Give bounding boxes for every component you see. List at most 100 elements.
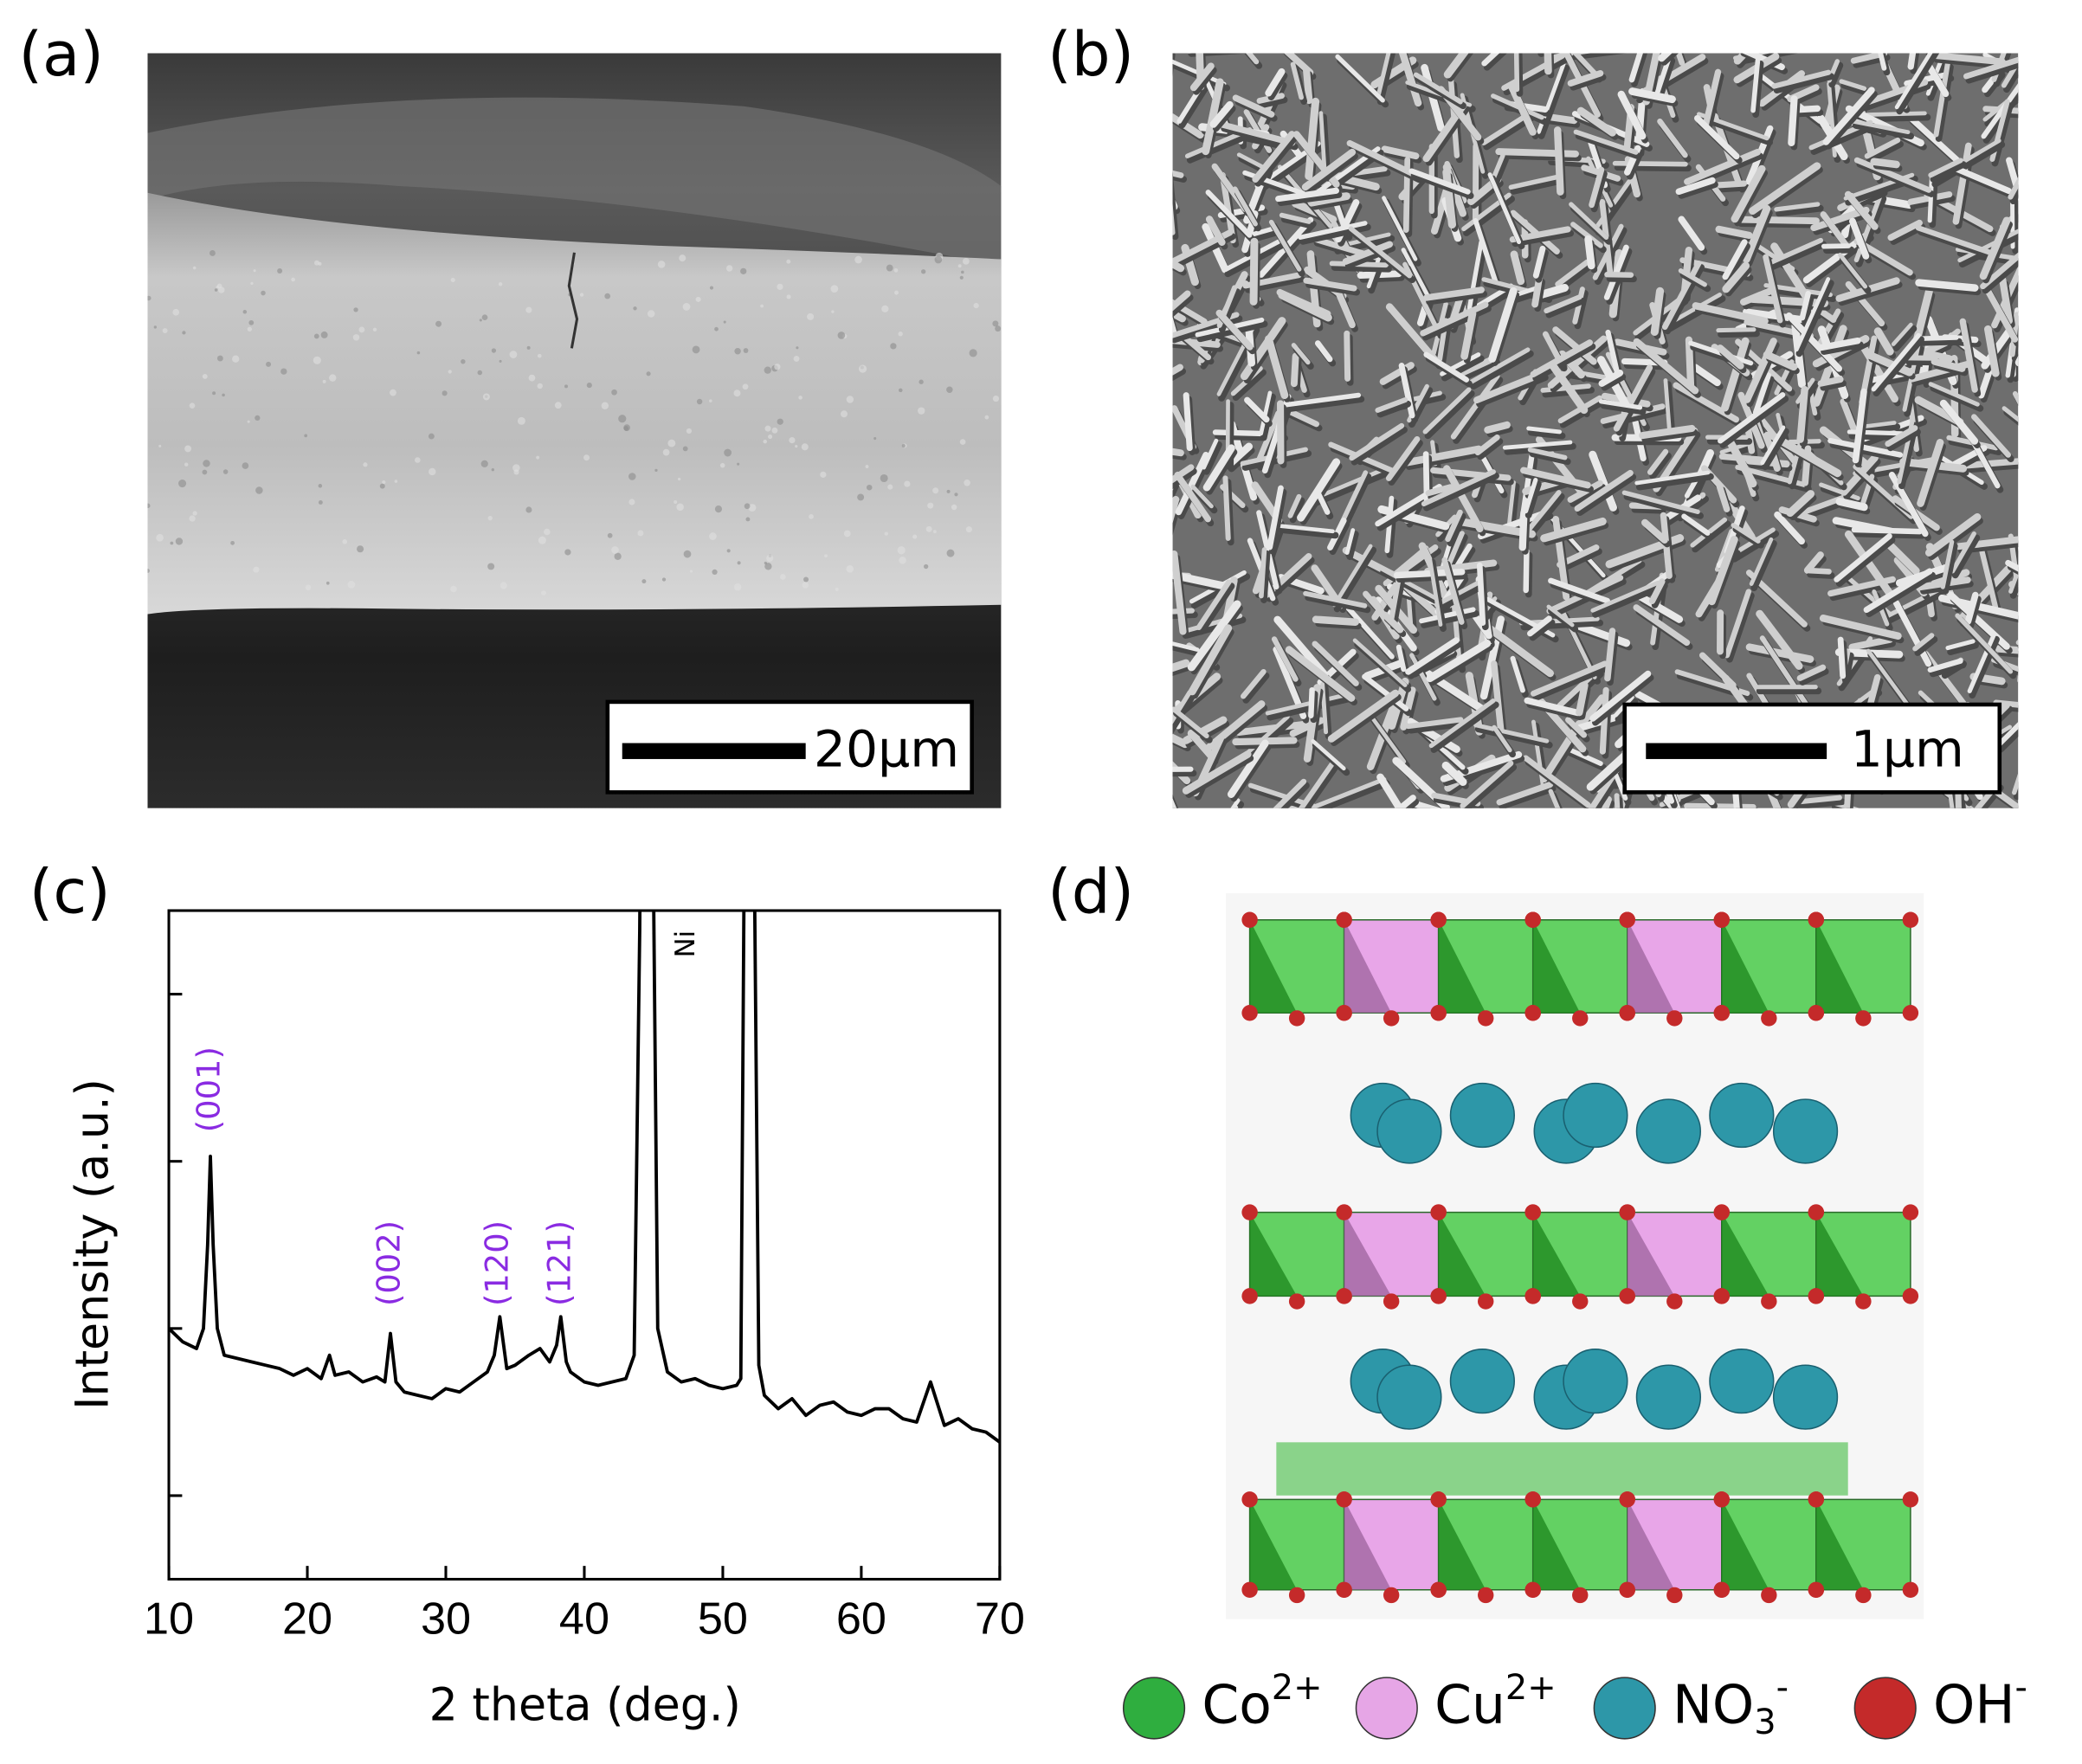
flake-shadow — [1601, 373, 1627, 391]
flake — [1312, 615, 1359, 626]
flake — [1576, 106, 1616, 137]
flake — [1838, 253, 1868, 289]
flake — [1540, 517, 1607, 543]
flake — [1724, 589, 1752, 659]
flake — [1839, 79, 1867, 91]
flake — [1473, 218, 1499, 286]
flake — [1172, 495, 1180, 524]
flake — [1523, 477, 1538, 514]
texture — [809, 513, 814, 519]
flake — [1506, 480, 1516, 532]
flake-shadow — [1515, 53, 1524, 97]
flake — [1928, 382, 1980, 407]
texture — [487, 515, 493, 521]
texture — [618, 415, 627, 423]
oxygen — [1619, 1204, 1635, 1220]
flake-shadow — [1260, 550, 1271, 603]
flake — [1381, 611, 1404, 634]
texture — [313, 356, 321, 364]
flake-shadow — [1172, 692, 1196, 735]
flake-shadow — [1813, 210, 1873, 235]
texture — [768, 434, 773, 440]
texture — [873, 436, 877, 441]
flake — [1536, 283, 1569, 299]
flake — [1999, 276, 2014, 325]
flake — [1254, 410, 1281, 467]
oxygen — [1855, 1293, 1872, 1310]
scale-label: 20μm — [814, 719, 959, 778]
flake — [1621, 490, 1700, 514]
oxygen — [1619, 911, 1635, 928]
flake-shadow — [1295, 813, 1342, 827]
flake — [1879, 818, 1910, 827]
texture — [887, 484, 893, 490]
sem-image-b — [1172, 53, 2031, 838]
flake — [1749, 537, 1774, 586]
flake-shadow — [1951, 534, 1981, 579]
flake-shadow — [1407, 720, 1467, 734]
flake — [1864, 137, 1901, 159]
flake — [1348, 226, 1413, 279]
flake-shadow — [1241, 450, 1312, 471]
flake-shadow — [2027, 466, 2031, 498]
flake — [1352, 638, 1408, 687]
flake-shadow — [1820, 380, 1847, 391]
flake — [1576, 681, 1589, 717]
flake — [1915, 279, 1979, 292]
nitrate — [1635, 1098, 1702, 1164]
flake-shadow — [1230, 812, 1238, 838]
texture — [247, 326, 252, 332]
legend-sup: - — [1776, 1667, 1789, 1707]
flake-shadow — [1389, 574, 1406, 630]
texture — [480, 460, 488, 467]
octahedron-face — [1438, 1499, 1486, 1590]
oxygen — [1288, 1587, 1305, 1604]
flake — [1928, 158, 1963, 178]
texture — [216, 283, 222, 289]
flake — [1750, 57, 1761, 113]
flake — [1442, 168, 1456, 229]
texture — [481, 314, 488, 321]
flake-shadow — [1651, 582, 1668, 608]
texture — [831, 310, 835, 313]
flake — [1950, 531, 1976, 574]
flake — [1760, 425, 1786, 466]
flake — [1349, 422, 1405, 461]
flake — [1526, 426, 1563, 435]
flake — [1633, 604, 1691, 647]
texture — [416, 351, 421, 355]
flake — [1332, 544, 1373, 608]
flake — [1731, 523, 1761, 544]
flake-shadow — [1631, 505, 1666, 514]
texture — [992, 320, 999, 327]
panel-label: (d) — [1047, 856, 1134, 928]
texture — [499, 359, 502, 363]
texture — [992, 395, 1000, 402]
flake-shadow — [1172, 341, 1224, 352]
flake — [1481, 53, 1500, 67]
flake — [1524, 697, 1582, 717]
oxygen — [1855, 1587, 1872, 1604]
texture — [743, 348, 749, 353]
flake — [1382, 196, 1418, 261]
texture — [583, 454, 590, 461]
flake-shadow — [1931, 141, 2006, 188]
flake — [1172, 798, 1177, 808]
oxygen — [1713, 911, 1731, 928]
flake — [1362, 673, 1409, 711]
texture — [893, 267, 899, 273]
flake — [1484, 421, 1511, 434]
flake — [1303, 590, 1368, 608]
flake — [1520, 467, 1591, 489]
texture — [347, 581, 356, 589]
flake-shadow — [1660, 53, 1679, 66]
flake — [1931, 53, 2006, 66]
flake — [1657, 118, 1688, 158]
octahedron-face — [1249, 1499, 1298, 1590]
flake — [2001, 406, 2019, 422]
oxygen — [1666, 1293, 1683, 1310]
flake — [1648, 578, 1666, 605]
flake — [1675, 53, 1686, 66]
oxygen — [1808, 1288, 1825, 1304]
texture — [280, 368, 287, 375]
